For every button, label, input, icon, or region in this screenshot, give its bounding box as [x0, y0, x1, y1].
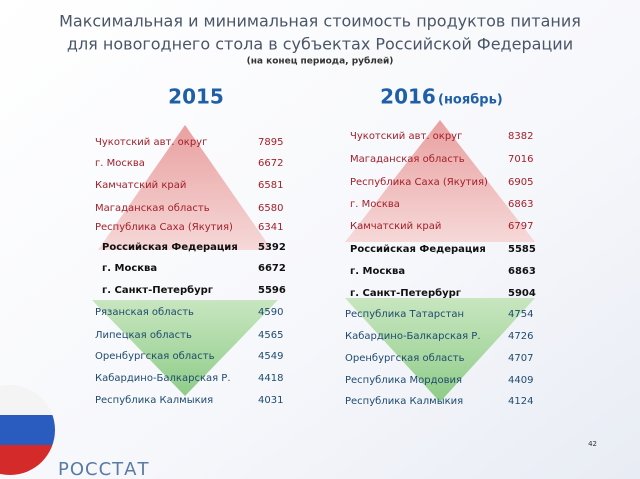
- row-value: 4726: [508, 331, 533, 342]
- row-name: Республика Мордовия: [345, 375, 462, 386]
- row-value: 4418: [258, 373, 283, 384]
- row-value: 6905: [508, 177, 533, 188]
- row-value: 4409: [508, 375, 533, 386]
- row-name: Оренбургская область: [95, 351, 215, 362]
- row-value: 7895: [258, 137, 283, 148]
- row-value: 6797: [508, 221, 533, 232]
- page-number: 42: [588, 440, 597, 448]
- row-name: Республика Татарстан: [345, 309, 464, 320]
- row-value: 4031: [258, 395, 283, 406]
- row-value: 6580: [258, 203, 283, 214]
- row-name: г. Санкт-Петербург: [102, 284, 213, 296]
- row-name: г. Москва: [102, 263, 157, 274]
- row-name: Магаданская область: [350, 154, 465, 165]
- row-name: Российская Федерация: [102, 242, 238, 253]
- row-name: Российская Федерация: [350, 244, 486, 255]
- row-value: 4754: [508, 309, 533, 320]
- row-value: 6581: [258, 180, 283, 191]
- row-value: 4707: [508, 353, 533, 364]
- row-name: Чукотский авт. округ: [95, 137, 207, 148]
- year: 2016: [380, 85, 436, 109]
- row-value: 5585: [508, 244, 536, 255]
- row-value: 5392: [258, 242, 286, 253]
- row-name: Оренбургская область: [345, 353, 465, 364]
- logo: РОССТАТ: [58, 459, 149, 479]
- row-name: Камчатский край: [95, 180, 186, 191]
- row-value: 7016: [508, 154, 533, 165]
- subtitle: (на конец периода, рублей): [247, 56, 394, 67]
- row-value: 8382: [508, 131, 533, 142]
- row-value: 4549: [258, 351, 283, 362]
- row-value: 6863: [508, 199, 533, 210]
- row-value: 6341: [258, 222, 283, 233]
- red-triangle: [345, 120, 535, 242]
- year-note: (ноябрь): [438, 93, 503, 108]
- row-name: Магаданская область: [95, 203, 210, 214]
- green-triangle: [92, 300, 278, 396]
- row-name: г. Москва: [350, 199, 400, 210]
- title: для новогоднего стола в субъектах Россий…: [67, 35, 573, 54]
- row-name: Кабардино-Балкарская Р.: [95, 373, 231, 384]
- green-triangle: [345, 298, 535, 402]
- row-name: Республика Саха (Якутия): [95, 222, 233, 233]
- row-value: 4124: [508, 396, 533, 407]
- red-triangle: [98, 125, 272, 250]
- row-name: Липецкая область: [95, 330, 192, 341]
- row-name: г. Москва: [350, 266, 405, 277]
- row-value: 6672: [258, 263, 286, 274]
- row-name: г. Москва: [95, 158, 145, 169]
- row-name: Кабардино-Балкарская Р.: [345, 331, 481, 342]
- title: Максимальная и минимальная стоимость про…: [59, 12, 581, 31]
- row-value: 6863: [508, 266, 536, 277]
- row-name: г. Санкт-Петербург: [350, 287, 461, 299]
- row-name: Камчатский край: [350, 221, 441, 232]
- row-value: 5596: [258, 285, 286, 296]
- row-name: Республика Калмыкия: [95, 395, 213, 406]
- row-name: Республика Калмыкия: [345, 396, 463, 407]
- row-value: 4565: [258, 330, 283, 341]
- row-value: 4590: [258, 307, 283, 318]
- row-name: Республика Саха (Якутия): [350, 177, 488, 188]
- row-value: 5904: [508, 288, 536, 299]
- year: 2015: [168, 85, 224, 109]
- row-name: Чукотский авт. округ: [350, 131, 462, 142]
- row-name: Рязанская область: [95, 307, 194, 318]
- row-value: 6672: [258, 158, 283, 169]
